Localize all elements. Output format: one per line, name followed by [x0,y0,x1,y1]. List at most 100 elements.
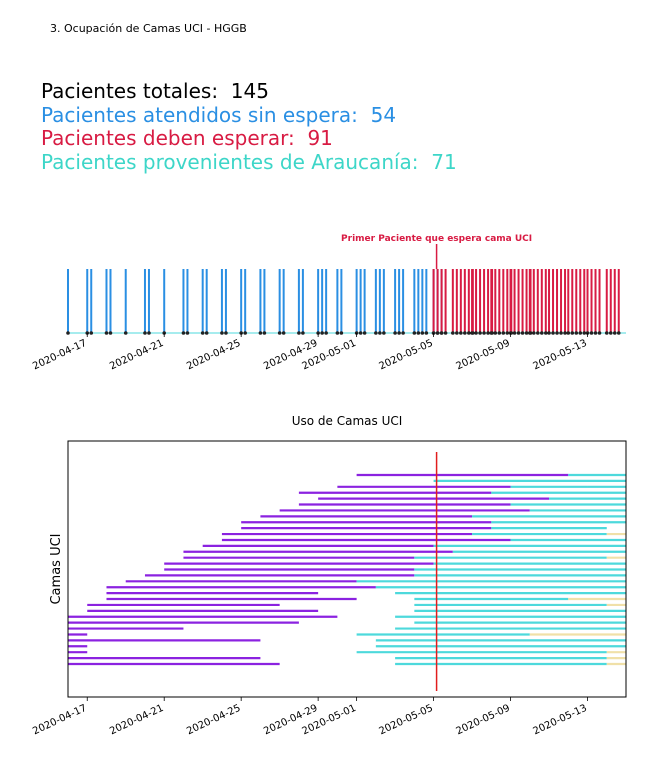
gantt-x-tick-label: 2020-05-09 [454,703,511,738]
arrival-marker [220,331,224,335]
arrival-marker [243,331,247,335]
arrival-marker [185,331,190,335]
arrival-marker [608,331,613,335]
stat-no-wait-value: 54 [370,102,397,127]
arrival-marker [570,331,575,335]
arrival-marker [582,331,587,335]
arrival-marker [420,331,425,335]
arrival-marker [527,331,532,335]
timeline-x-tick-label: 2020-05-05 [378,338,435,373]
stat-wait: Pacientes deben esperar: 91 [41,126,457,151]
arrival-marker [397,331,401,335]
arrival-marker [258,331,263,335]
stat-wait-label: Pacientes deben esperar: [41,126,295,150]
timeline-x-tick-label: 2020-05-09 [454,338,511,373]
arrival-marker [597,331,602,335]
arrival-marker [486,331,490,335]
arrival-marker [435,331,440,335]
arrival-marker [181,331,186,335]
timeline-x-tick-label: 2020-04-21 [108,338,165,373]
arrival-marker [123,331,128,335]
arrivals-timeline-chart: Primer Paciente que espera cama UCI 2020-… [31,234,626,372]
arrival-marker [470,331,474,335]
arrival-marker [439,331,444,335]
arrival-marker [382,331,386,335]
gantt-x-tick-label: 2020-05-05 [378,703,435,738]
arrival-marker [467,331,471,335]
stat-no-wait: Pacientes atendidos sin espera: 54 [41,102,457,128]
arrival-marker [516,331,521,335]
arrival-marker [589,331,594,335]
arrival-marker [204,331,209,335]
arrival-marker [451,331,455,335]
arrival-marker [277,331,282,335]
arrival-marker [604,331,609,335]
stat-total: Pacientes totales: 145 [41,79,457,104]
first-waiting-annotation: Primer Paciente que espera cama UCI [341,234,532,244]
stat-total-label: Pacientes totales: [41,79,219,103]
arrival-marker [574,331,579,335]
arrival-marker [520,331,525,335]
stat-total-value: 145 [230,79,269,103]
arrival-marker [320,331,324,335]
gantt-x-tick-label: 2020-04-21 [108,703,165,738]
arrival-marker [224,331,228,335]
arrival-marker [543,331,548,335]
arrival-marker [593,331,598,335]
arrival-marker [339,331,344,335]
arrival-marker [393,331,397,335]
summary-stats: Pacientes totales: 145 Pacientes atendid… [41,79,457,174]
arrival-marker [555,331,559,335]
arrival-marker [424,331,429,335]
arrival-marker [104,331,109,335]
gantt-x-tick-label: 2020-04-17 [31,703,88,738]
arrival-marker [531,331,536,335]
arrival-marker [501,331,506,335]
arrival-marker [616,331,621,335]
arrival-marker [559,331,563,335]
arrival-marker [489,331,494,335]
arrival-marker [547,331,551,335]
arrival-marker [535,331,540,335]
arrival-marker [551,331,555,335]
bed-usage-chart: Uso de Camas UCI Camas UCI 2020-04-17 2020-… [31,414,627,738]
arrival-marker [335,331,340,335]
arrival-marker [89,331,94,335]
arrival-marker [200,331,205,335]
arrival-marker [493,331,498,335]
report-heading: 3. Ocupación de Camas UCI - HGGB [50,22,247,35]
arrival-marker [563,331,567,335]
arrival-marker [297,331,301,335]
gantt-x-tick-label: 2020-05-13 [531,703,588,738]
arrival-marker [416,331,421,335]
arrival-marker [497,331,502,335]
stat-araucania-value: 71 [431,149,457,174]
arrival-marker [612,331,617,335]
arrival-marker [378,331,382,335]
timeline-x-tick-label: 2020-04-17 [31,338,88,373]
arrival-marker [301,331,305,335]
arrival-marker [262,331,267,335]
arrival-marker [539,331,544,335]
arrival-marker [566,331,571,335]
arrival-marker [324,331,328,335]
gantt-x-tick-label: 2020-04-25 [185,703,242,738]
arrival-marker [459,331,463,335]
bed-usage-title: Uso de Camas UCI [292,414,403,428]
arrival-marker [362,331,367,335]
arrival-marker [474,331,478,335]
timeline-x-tick-label: 2020-05-13 [531,338,588,373]
arrival-marker [401,331,405,335]
stat-no-wait-label: Pacientes atendidos sin espera: [41,102,358,127]
arrival-marker [412,331,417,335]
arrival-marker [478,331,482,335]
arrival-marker [281,331,286,335]
arrival-marker [358,331,363,335]
arrival-marker [66,331,70,335]
bed-usage-y-label: Camas UCI [49,533,64,604]
arrival-marker [505,331,510,335]
bed-usage-frame [67,440,627,698]
arrival-marker [482,331,486,335]
arrival-marker [374,331,378,335]
